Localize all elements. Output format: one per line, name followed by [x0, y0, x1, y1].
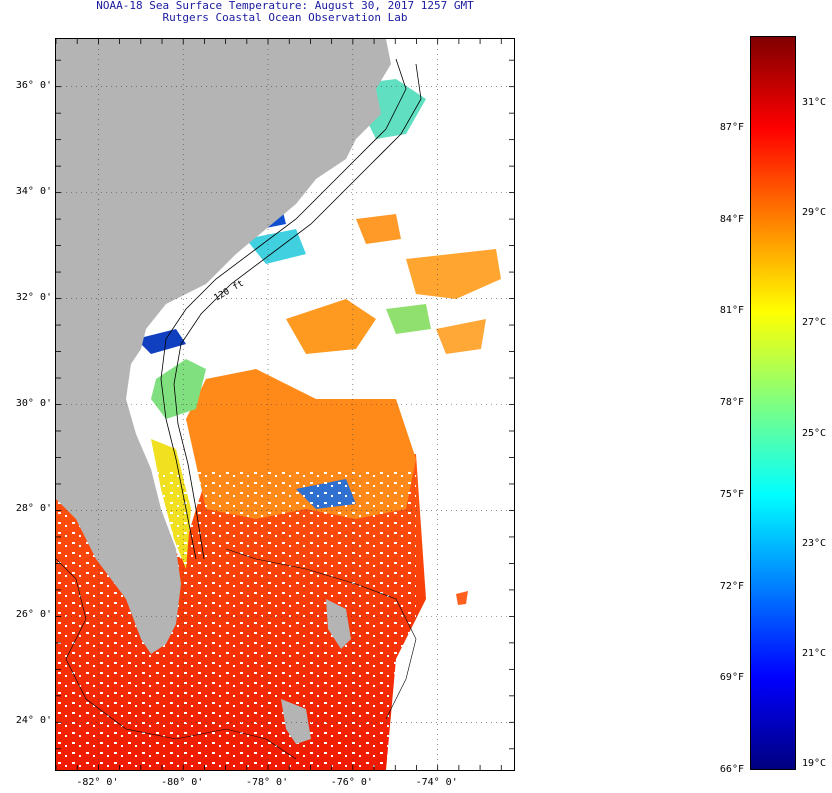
- colorbar-label-c: 21°C: [802, 647, 827, 659]
- warm-patch-5: [456, 591, 468, 605]
- lon-label: -74° 0': [415, 777, 458, 788]
- colorbar-label-c: 23°C: [802, 537, 827, 549]
- map-title: NOAA-18 Sea Surface Temperature: August …: [96, 0, 474, 12]
- colorbar-label-c: 19°C: [802, 757, 827, 769]
- contour-label: 120 ft: [213, 279, 246, 304]
- lat-label: 36° 0': [15, 79, 52, 91]
- lat-label: 26° 0': [15, 609, 52, 621]
- colorbar-label-c: 31°C: [802, 97, 827, 109]
- colorbar-label-f: 78°F: [719, 397, 744, 408]
- shelf-water-cyan-2: [246, 229, 306, 264]
- sst-map: 120 ft: [55, 38, 515, 771]
- shelf-water-green-2: [386, 304, 431, 334]
- colorbar-label-f: 84°F: [719, 213, 744, 225]
- bathymetry-contour-4: [56, 558, 297, 760]
- lat-label: 24° 0': [15, 715, 52, 727]
- lon-label: -80° 0': [161, 777, 204, 788]
- bathymetry-contour-2: [173, 63, 422, 560]
- warm-patch-1: [286, 299, 376, 354]
- warm-patch-2: [406, 249, 501, 299]
- map-subtitle: Rutgers Coastal Ocean Observation Lab: [162, 11, 408, 24]
- colorbar-label-f: 66°F: [719, 764, 744, 775]
- lat-lon-grid: [56, 39, 514, 770]
- lat-label: 28° 0': [15, 503, 52, 515]
- colorbar-label-c: 25°C: [802, 427, 827, 439]
- colorbar-label-f: 69°F: [719, 672, 744, 684]
- lat-label: 32° 0': [15, 291, 52, 303]
- colorbar-label-f: 75°F: [719, 488, 744, 500]
- shelf-water-blue-1: [136, 329, 186, 354]
- shelf-water-green: [151, 359, 206, 419]
- lat-label: 34° 0': [15, 185, 52, 197]
- lon-label: -78° 0': [245, 777, 289, 788]
- colorbar-label-f: 81°F: [719, 305, 744, 317]
- bathymetry-contour-1: [160, 58, 407, 560]
- lon-label: -82° 0': [76, 777, 119, 788]
- colorbar-label-c: 29°C: [802, 207, 827, 219]
- temperature-colorbar: [750, 36, 796, 770]
- lat-label: 30° 0': [15, 397, 52, 409]
- colorbar-label-f: 87°F: [719, 121, 744, 133]
- warm-patch-4: [436, 319, 486, 354]
- lon-label: -76° 0': [330, 777, 373, 788]
- colorbar-label-c: 27°C: [802, 317, 827, 329]
- warm-patch-3: [356, 214, 401, 244]
- land-bahamas: [326, 599, 351, 649]
- land-us-coast: [56, 39, 391, 654]
- sst-map-canvas: 120 ft: [56, 39, 514, 770]
- land-bahamas-2: [281, 699, 311, 744]
- bathymetry-contour-3: [225, 548, 417, 720]
- colorbar-label-f: 72°F: [719, 580, 744, 592]
